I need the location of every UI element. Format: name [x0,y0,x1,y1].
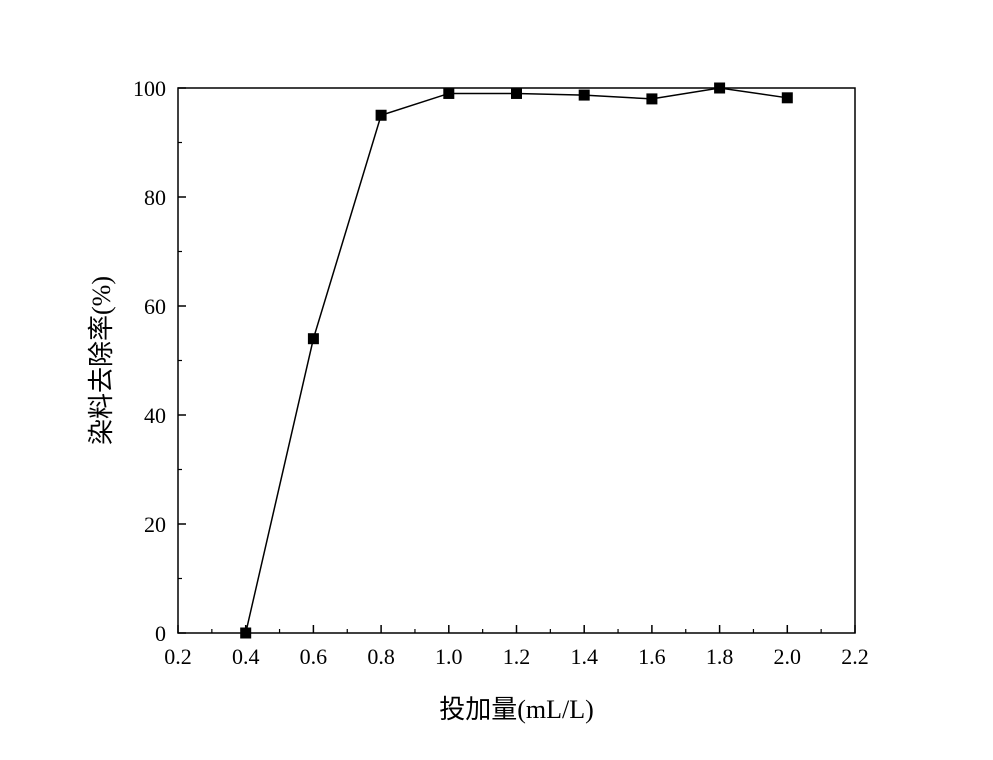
data-point-square [240,627,252,639]
series-layer [240,82,793,639]
x-tick-label: 1.0 [435,644,463,669]
x-tick-label: 0.4 [232,644,260,669]
data-point-square [375,109,387,121]
data-point-square [646,93,658,105]
x-tick-label: 1.4 [570,644,598,669]
data-point-square [511,87,522,99]
plot-frame [177,87,856,634]
x-tick-label: 0.2 [164,644,192,669]
x-tick-label: 2.0 [774,644,802,669]
data-point-square [578,89,590,101]
y-tick-label: 100 [133,76,166,101]
x-tick-label: 2.2 [841,644,869,669]
data-point-square [714,82,726,94]
x-tick-label: 0.6 [300,644,328,669]
x-tick-label: 1.8 [706,644,734,669]
x-axis-ticks: 0.2 0.4 0.6 0.8 1.0 1.2 1.4 1.6 1.8 2.0 2.2 [164,625,869,669]
x-tick-label: 1.6 [638,644,666,669]
y-tick-label: 80 [144,185,166,210]
data-point-square [443,87,455,99]
y-axis-title: 染料去除率(%) [87,276,116,445]
x-axis-title: 投加量(mL/L) [439,695,594,724]
y-tick-label: 20 [144,512,166,537]
y-tick-label: 40 [144,403,166,428]
series-line [244,87,788,634]
y-tick-label: 60 [144,294,166,319]
y-tick-label: 0 [155,621,166,646]
data-point-square [307,333,319,345]
x-tick-label: 0.8 [367,644,395,669]
x-tick-label: 1.2 [503,644,531,669]
y-axis-ticks: 0 20 40 60 80 100 [133,76,186,646]
data-point-square [781,92,793,104]
